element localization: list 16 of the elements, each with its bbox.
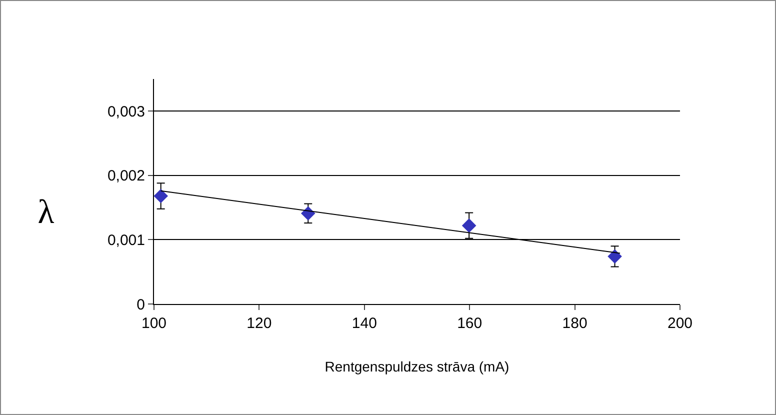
y-tick-label: 0 bbox=[136, 296, 145, 314]
y-tick-label: 0,003 bbox=[107, 103, 145, 120]
x-tick-label: 140 bbox=[352, 315, 377, 332]
x-tick-label: 160 bbox=[457, 315, 482, 332]
point bbox=[300, 206, 316, 221]
point bbox=[608, 249, 622, 264]
x-tick-label: 180 bbox=[562, 315, 588, 332]
x-tick-label: 100 bbox=[141, 315, 167, 332]
y-tick-label: 0,002 bbox=[107, 168, 145, 185]
point bbox=[154, 188, 168, 204]
x-tick-label: 120 bbox=[246, 315, 272, 332]
x-axis-title: Rentgenspuldzes strāva (mA) bbox=[324, 358, 510, 374]
y-axis-title: λ bbox=[38, 194, 55, 231]
y-tick-label: 0,001 bbox=[107, 232, 145, 249]
x-tick-label: 200 bbox=[667, 315, 693, 332]
point bbox=[462, 218, 476, 233]
